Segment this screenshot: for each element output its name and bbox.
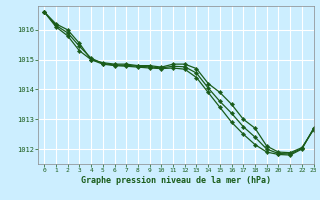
X-axis label: Graphe pression niveau de la mer (hPa): Graphe pression niveau de la mer (hPa)	[81, 176, 271, 185]
